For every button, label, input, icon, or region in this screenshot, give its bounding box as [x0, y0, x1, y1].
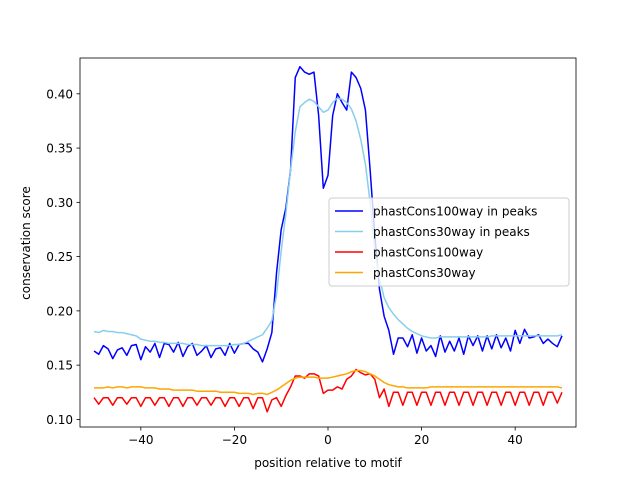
- y-tick-label: 0.10: [46, 413, 73, 427]
- x-tick-label: −40: [128, 433, 153, 447]
- legend-box: [328, 197, 570, 287]
- x-tick-label: −20: [222, 433, 247, 447]
- plot-area: [93, 65, 563, 413]
- y-tick-label: 0.35: [46, 142, 73, 156]
- legend-label-2: phastCons100way: [373, 246, 483, 260]
- series-line-1: [93, 97, 563, 347]
- x-tick-label: 20: [414, 433, 429, 447]
- x-tick-label: 0: [324, 433, 332, 447]
- series-line-3: [94, 369, 563, 396]
- y-tick-label: 0.25: [46, 250, 73, 264]
- y-tick-label: 0.20: [46, 304, 73, 318]
- y-tick-label: 0.15: [46, 359, 73, 373]
- legend-label-3: phastCons30way: [373, 266, 476, 280]
- y-axis-label: conservation score: [19, 186, 33, 300]
- x-tick-label: 40: [508, 433, 523, 447]
- y-tick-label: 0.40: [46, 87, 73, 101]
- axes: −40 −20 0 20 40 0.10 0.15 0.20 0.25 0.30 0.35 0.40: [46, 57, 577, 447]
- x-axis-label: position relative to motif: [254, 456, 402, 470]
- series-line-0: [93, 65, 563, 363]
- legend-label-0: phastCons100way in peaks: [373, 205, 537, 219]
- series-line-2: [93, 368, 563, 413]
- y-tick-label: 0.30: [46, 196, 73, 210]
- legend-label-1: phastCons30way in peaks: [373, 225, 530, 239]
- legend: phastCons100way in peaks phastCons30way i…: [328, 197, 570, 287]
